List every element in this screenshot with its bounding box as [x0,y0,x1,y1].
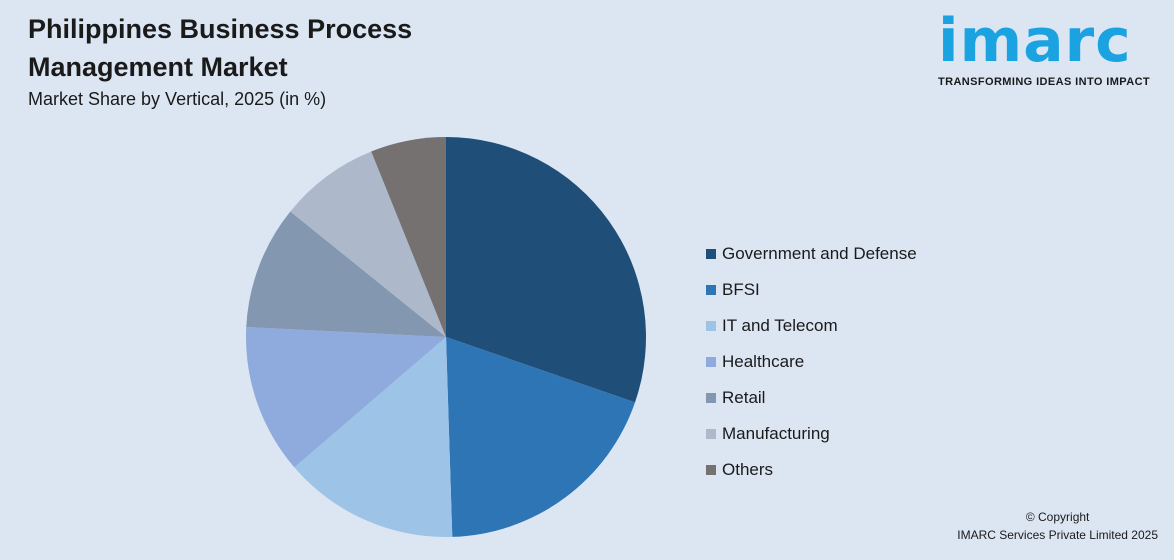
legend-swatch [706,465,716,475]
legend-swatch [706,249,716,259]
legend-label: Healthcare [722,352,805,371]
pie-slice-others [371,137,446,337]
chart-title: Philippines Business Process Management … [28,14,413,82]
legend-label: Retail [722,388,766,407]
legend-item: BFSI [706,272,917,308]
legend-swatch [706,357,716,367]
pie-slice-manufacturing [290,151,446,337]
legend-label: IT and Telecom [722,316,838,335]
pie-slice-healthcare [246,326,446,468]
legend-swatch [706,321,716,331]
copyright: © Copyright IMARC Services Private Limit… [957,508,1158,544]
imarc-logo: imarc TRANSFORMING IDEAS INTO IMPACT [938,6,1164,88]
legend-item: Government and Defense [706,236,917,272]
logo-word: imarc [938,6,1132,76]
legend-label: Manufacturing [722,424,830,443]
legend-label: Government and Defense [722,244,917,263]
legend-swatch [706,285,716,295]
copyright-label: © Copyright [1025,510,1090,524]
legend-swatch [706,429,716,439]
logo-tagline: TRANSFORMING IDEAS INTO IMPACT [938,76,1151,88]
legend-swatch [706,393,716,403]
legend-item: Retail [706,380,917,416]
legend-item: Manufacturing [706,416,917,452]
legend-item: Healthcare [706,344,917,380]
pie-slice-retail [246,211,446,337]
pie-slice-government-and-defense [446,137,647,403]
legend-item: Others [706,452,917,488]
legend-label: BFSI [722,280,760,299]
legend: Government and Defense BFSI IT and Telecom… [706,236,917,488]
legend-label: Others [722,460,774,479]
copyright-company: IMARC Services Private Limited 2025 [957,528,1158,542]
chart-subtitle: Market Share by Vertical, 2025 (in %) [28,89,327,109]
pie-slice-it-and-telecom [294,337,453,537]
pie-slice-bfsi [446,337,636,537]
legend-item: IT and Telecom [706,308,917,344]
